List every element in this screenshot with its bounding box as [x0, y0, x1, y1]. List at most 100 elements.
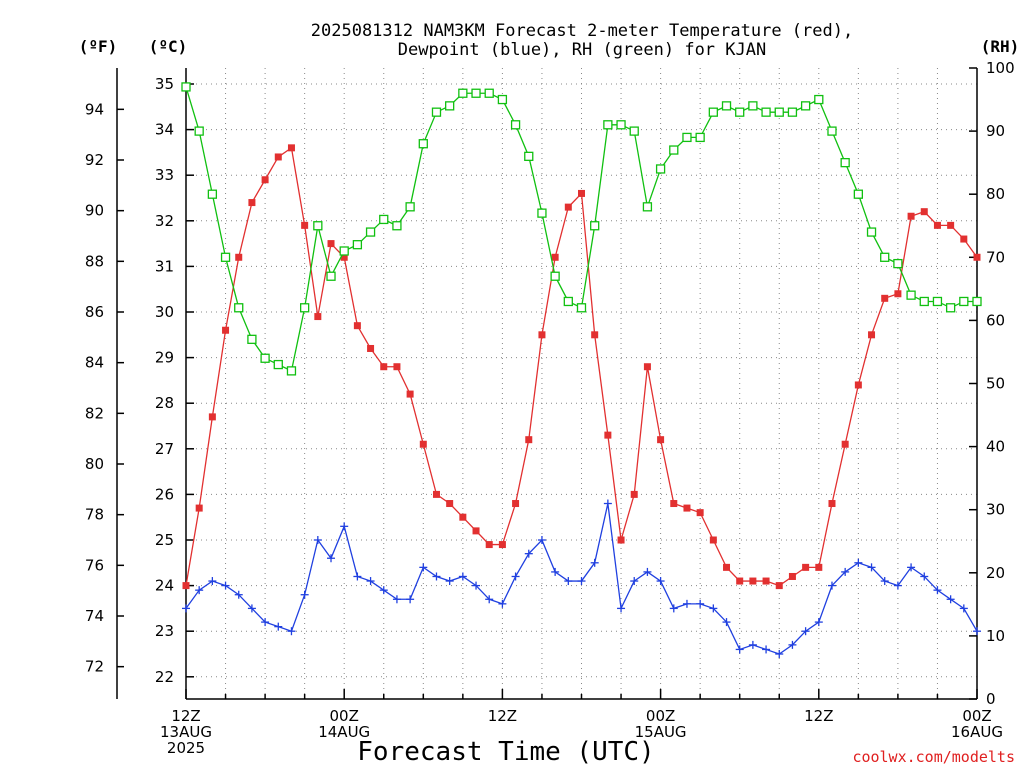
time-tick-label: 15AUG [635, 723, 687, 741]
time-tick-label: 12Z [488, 707, 517, 725]
data-point [406, 595, 415, 604]
celsius-tick-label: 23 [155, 622, 174, 640]
rh-tick-label: 10 [986, 627, 1005, 645]
data-point [709, 604, 718, 613]
fahrenheit-axis: 72 74 76 78 80 82 84 86 88 90 92 94 [85, 100, 124, 676]
data-point [775, 650, 784, 658]
fahrenheit-unit-label: (ºF) [79, 37, 118, 56]
data-point [471, 88, 481, 98]
data-point [379, 214, 389, 225]
data-point [247, 334, 257, 344]
data-point [721, 101, 732, 111]
data-point [247, 604, 256, 613]
data-point [314, 313, 322, 321]
data-point [537, 536, 546, 544]
data-point [814, 94, 824, 105]
fahrenheit-tick-label: 76 [85, 556, 104, 574]
data-point [524, 151, 534, 161]
data-point [709, 536, 717, 544]
data-point [313, 221, 323, 231]
data-point [616, 120, 626, 130]
data-point [564, 203, 572, 211]
time-tick-label: 00Z [330, 707, 359, 725]
data-point [445, 577, 454, 586]
data-point [696, 509, 704, 517]
chart-title: 2025081312 NAM3KM Forecast 2-meter Tempe… [311, 21, 853, 60]
data-point [550, 271, 560, 281]
data-point [762, 577, 770, 585]
data-point [643, 363, 651, 371]
data-point [603, 120, 613, 130]
data-point [432, 572, 441, 581]
time-tick-label: 13AUG [160, 723, 212, 741]
data-point [933, 221, 941, 229]
time-tick-label: 12Z [804, 707, 833, 725]
data-point [708, 107, 718, 117]
data-point [220, 252, 231, 262]
data-point [880, 252, 890, 262]
data-point [959, 296, 969, 307]
data-point [563, 296, 573, 307]
data-point [933, 586, 942, 595]
data-point [841, 567, 850, 576]
data-point [788, 572, 796, 580]
data-point [299, 303, 310, 313]
rh-tick-label: 20 [986, 564, 1005, 582]
data-point [854, 381, 862, 389]
data-point [392, 595, 401, 604]
rh-unit-label: (RH) [981, 37, 1020, 56]
data-point [458, 572, 467, 581]
data-point [735, 107, 745, 117]
data-point [945, 303, 956, 313]
rh-tick-label: 60 [986, 311, 1005, 329]
celsius-tick-label: 29 [155, 349, 174, 367]
time-tick-label: 14AUG [318, 723, 370, 741]
data-point [617, 536, 625, 544]
data-point [195, 504, 203, 512]
data-point [194, 126, 204, 136]
data-point [524, 549, 533, 558]
data-point [207, 189, 218, 199]
data-point [287, 144, 295, 152]
data-point [932, 296, 943, 307]
data-point [564, 577, 573, 586]
data-point [578, 189, 585, 197]
data-point [657, 436, 665, 444]
data-point [828, 500, 836, 508]
data-point [960, 235, 968, 243]
data-point [367, 344, 375, 352]
fahrenheit-tick-label: 94 [85, 100, 104, 118]
fahrenheit-tick-label: 88 [85, 252, 104, 270]
data-point [973, 253, 981, 261]
celsius-tick-label: 27 [155, 440, 174, 458]
data-point [748, 101, 758, 111]
data-point [669, 604, 678, 613]
data-point [695, 132, 705, 143]
data-point [866, 227, 877, 237]
data-point [261, 176, 269, 184]
data-point [352, 240, 363, 250]
data-point [630, 490, 638, 498]
time-tick-label: 00Z [962, 707, 991, 725]
rh-tick-label: 0 [986, 690, 996, 708]
data-point [313, 536, 322, 544]
rh-tick-label: 90 [986, 122, 1005, 140]
data-point [880, 577, 889, 586]
data-point [181, 82, 191, 92]
data-point [195, 586, 204, 595]
data-point [405, 202, 415, 212]
chart-title-line-1: 2025081312 NAM3KM Forecast 2-meter Tempe… [311, 21, 853, 41]
data-point [655, 164, 666, 174]
data-point [630, 577, 639, 586]
fahrenheit-tick-label: 92 [85, 151, 104, 169]
data-series [181, 82, 982, 658]
celsius-tick-label: 25 [155, 531, 174, 549]
data-point [419, 440, 427, 448]
data-point [393, 363, 401, 371]
data-point [827, 581, 836, 590]
fahrenheit-tick-label: 72 [85, 658, 104, 676]
data-point [800, 101, 811, 111]
celsius-unit-label: (ºC) [149, 37, 188, 56]
data-point [959, 604, 968, 613]
